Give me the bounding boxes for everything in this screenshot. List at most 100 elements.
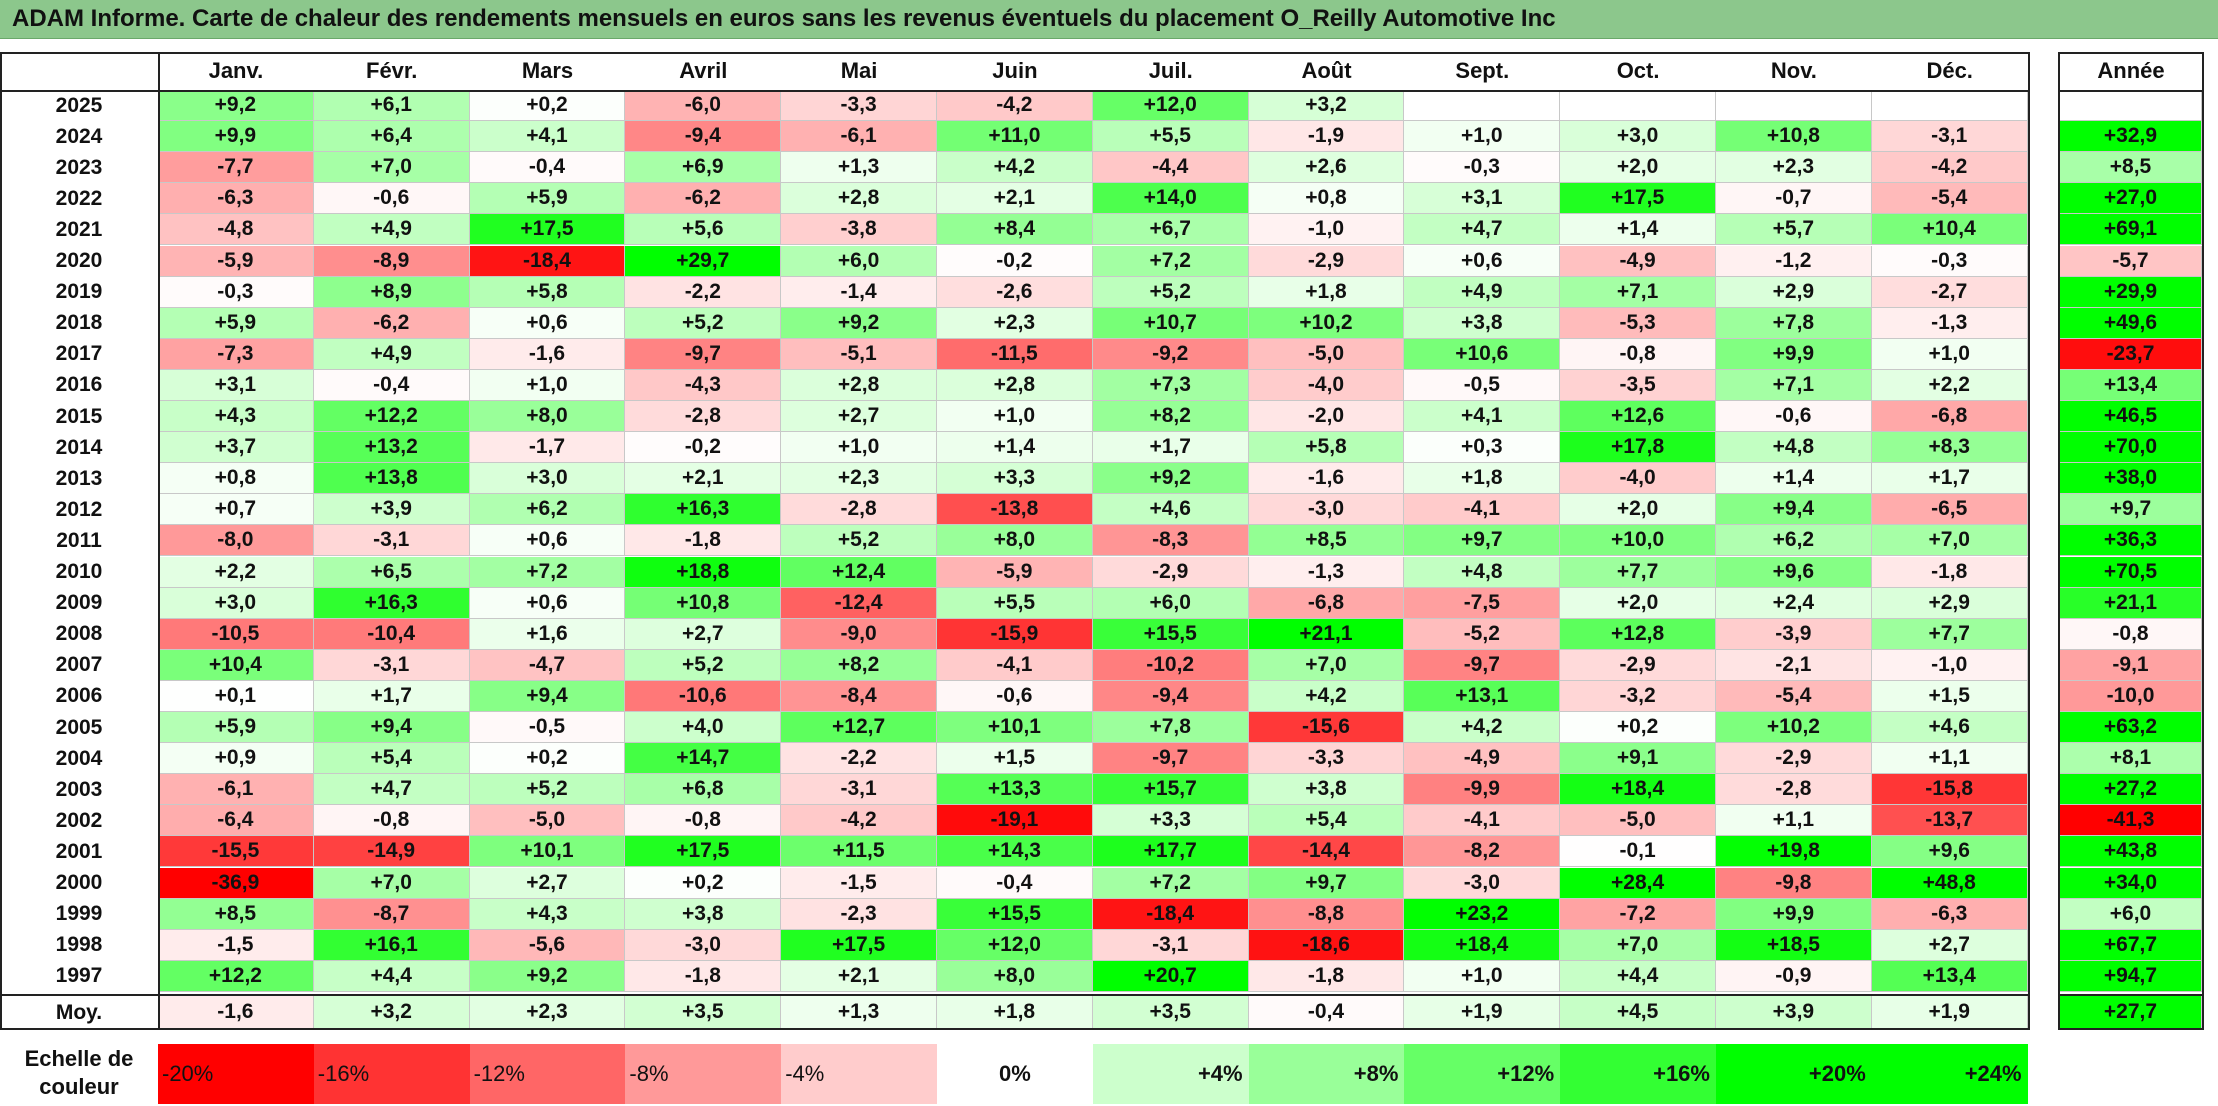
heatmap-cell: +5,2 bbox=[781, 525, 937, 557]
heatmap-cell: +6,0 bbox=[781, 245, 937, 277]
heatmap-cell: +6,5 bbox=[313, 556, 470, 588]
annual-cell: +27,0 bbox=[2060, 183, 2202, 215]
average-cell: +4,5 bbox=[1560, 995, 1716, 1030]
heatmap-cell: -2,8 bbox=[1716, 774, 1872, 806]
heatmap-cell: -4,9 bbox=[1560, 245, 1716, 277]
heatmap-cell: +6,9 bbox=[625, 152, 782, 184]
heatmap-cell: +2,3 bbox=[1716, 152, 1872, 184]
header-separator bbox=[0, 90, 2030, 92]
heatmap-cell: +6,4 bbox=[313, 121, 470, 153]
heatmap-cell: -3,1 bbox=[313, 649, 470, 681]
heatmap-cell: -15,9 bbox=[937, 618, 1093, 650]
heatmap-cell: +3,8 bbox=[1404, 307, 1561, 339]
heatmap-cell: +2,1 bbox=[625, 463, 782, 495]
heatmap-cell: +2,7 bbox=[1871, 929, 2028, 961]
heatmap-cell: +2,3 bbox=[781, 463, 937, 495]
heatmap-cell: +0,9 bbox=[158, 743, 314, 775]
heatmap-cell: -0,3 bbox=[158, 276, 314, 308]
heatmap-cell: -2,2 bbox=[625, 276, 782, 308]
heatmap-cell: +12,6 bbox=[1560, 401, 1716, 433]
heatmap-cell: -4,1 bbox=[1404, 494, 1561, 526]
heatmap-cell: -8,2 bbox=[1404, 836, 1561, 868]
year-label: 2016 bbox=[55, 373, 103, 397]
heatmap-cell: -3,3 bbox=[781, 90, 937, 122]
heatmap-cell: +16,3 bbox=[625, 494, 782, 526]
year-label: 1998 bbox=[55, 933, 103, 957]
average-cell: +1,9 bbox=[1871, 995, 2028, 1030]
heatmap-cell: -8,7 bbox=[313, 898, 470, 930]
heatmap-cell: +8,3 bbox=[1871, 432, 2028, 464]
heatmap-cell: +5,2 bbox=[1092, 276, 1249, 308]
heatmap-cell: +8,4 bbox=[937, 214, 1093, 246]
heatmap-cell: +1,0 bbox=[781, 432, 937, 464]
heatmap-cell: +0,2 bbox=[1560, 712, 1716, 744]
heatmap-cell: -0,6 bbox=[937, 680, 1093, 712]
year-label: 2022 bbox=[55, 186, 103, 210]
heatmap-cell: +9,9 bbox=[1716, 898, 1872, 930]
heatmap-cell: +0,8 bbox=[1248, 183, 1405, 215]
heatmap-cell: +14,7 bbox=[625, 743, 782, 775]
heatmap-cell: +10,1 bbox=[937, 712, 1093, 744]
average-cell: +3,9 bbox=[1716, 995, 1872, 1030]
heatmap-cell: +9,2 bbox=[1092, 463, 1249, 495]
heatmap-cell: -1,3 bbox=[1871, 307, 2028, 339]
heatmap-cell: +9,4 bbox=[1716, 494, 1872, 526]
heatmap-cell: +13,3 bbox=[937, 774, 1093, 806]
heatmap-cell: +10,8 bbox=[625, 587, 782, 619]
annual-cell: +63,2 bbox=[2060, 712, 2202, 744]
heatmap-cell: +5,8 bbox=[1248, 432, 1405, 464]
heatmap-cell: -0,4 bbox=[469, 152, 626, 184]
year-label: 1999 bbox=[55, 902, 103, 926]
heatmap-cell: +4,0 bbox=[625, 712, 782, 744]
year-label: 2007 bbox=[55, 653, 103, 677]
heatmap-cell: +9,4 bbox=[313, 712, 470, 744]
heatmap-cell: -6,2 bbox=[313, 307, 470, 339]
heatmap-cell: +9,1 bbox=[1560, 743, 1716, 775]
heatmap-cell: -9,7 bbox=[625, 338, 782, 370]
annual-cell: -41,3 bbox=[2060, 805, 2202, 837]
heatmap-cell: +17,5 bbox=[1560, 183, 1716, 215]
heatmap-cell: +10,2 bbox=[1248, 307, 1405, 339]
heatmap-cell: +9,7 bbox=[1404, 525, 1561, 557]
heatmap-cell: -1,0 bbox=[1871, 649, 2028, 681]
heatmap-cell: -10,6 bbox=[625, 680, 782, 712]
year-label: 2002 bbox=[55, 808, 103, 832]
heatmap-cell: -0,8 bbox=[625, 805, 782, 837]
heatmap-cell: +1,5 bbox=[1871, 680, 2028, 712]
color-scale-label-line2: couleur bbox=[39, 1074, 119, 1099]
heatmap-cell: +7,7 bbox=[1560, 556, 1716, 588]
year-label: 2023 bbox=[55, 155, 103, 179]
heatmap-cell: +7,1 bbox=[1716, 369, 1872, 401]
heatmap-cell: -0,5 bbox=[469, 712, 626, 744]
annual-cell: +13,4 bbox=[2060, 369, 2202, 401]
heatmap-cell: +7,1 bbox=[1560, 276, 1716, 308]
heatmap-cell: +17,5 bbox=[625, 836, 782, 868]
heatmap-cell: +21,1 bbox=[1248, 618, 1405, 650]
heatmap-cell: +15,7 bbox=[1092, 774, 1249, 806]
heatmap-cell: -4,0 bbox=[1248, 369, 1405, 401]
heatmap-cell: -18,4 bbox=[469, 245, 626, 277]
heatmap-cell: -1,0 bbox=[1248, 214, 1405, 246]
heatmap-cell: -2,0 bbox=[1248, 401, 1405, 433]
color-scale-step: -12% bbox=[469, 1044, 626, 1104]
heatmap-cell: +7,2 bbox=[1092, 867, 1249, 899]
heatmap-cell: +10,7 bbox=[1092, 307, 1249, 339]
heatmap-cell: +9,9 bbox=[158, 121, 314, 153]
average-cell: +3,5 bbox=[1092, 995, 1249, 1030]
heatmap-cell: -0,8 bbox=[1560, 338, 1716, 370]
heatmap-cell: +1,0 bbox=[1871, 338, 2028, 370]
heatmap-cell: +2,1 bbox=[781, 960, 937, 992]
color-scale-step: -8% bbox=[625, 1044, 782, 1104]
annual-column-header: Année bbox=[2097, 58, 2165, 83]
heatmap-cell: +4,7 bbox=[1404, 214, 1561, 246]
heatmap-cell: -5,0 bbox=[1248, 338, 1405, 370]
color-scale-step: 0% bbox=[937, 1044, 1093, 1104]
heatmap-cell: -6,3 bbox=[1871, 898, 2028, 930]
heatmap-cell: +18,4 bbox=[1404, 929, 1561, 961]
heatmap-cell: -6,1 bbox=[158, 774, 314, 806]
year-label: 2000 bbox=[55, 871, 103, 895]
heatmap-cell: +7,2 bbox=[1092, 245, 1249, 277]
heatmap-cell: +29,7 bbox=[625, 245, 782, 277]
year-label: 2013 bbox=[55, 466, 103, 490]
annual-cell: -23,7 bbox=[2060, 338, 2202, 370]
